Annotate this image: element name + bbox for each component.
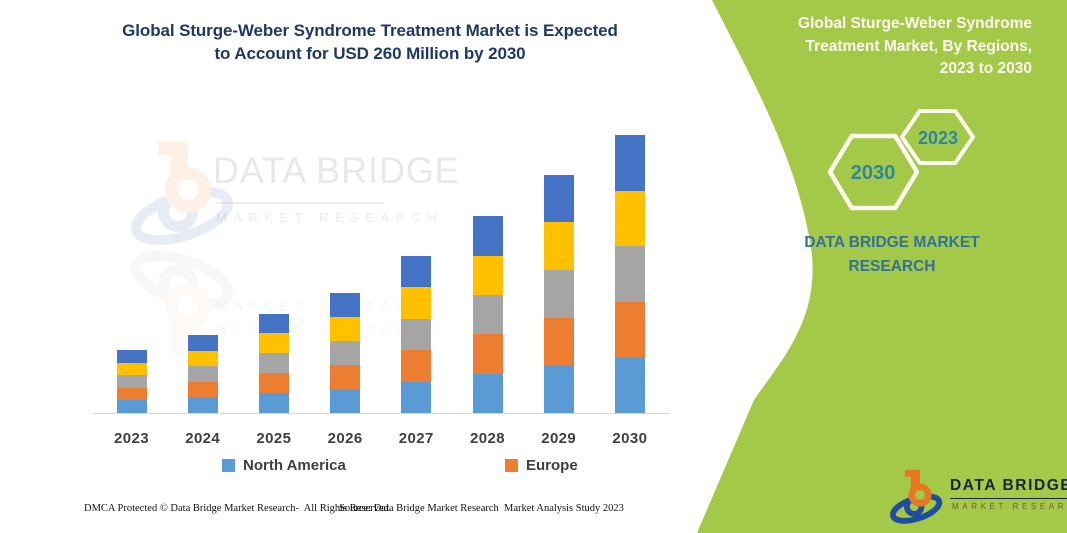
- segment-unlabeled-region-gray: [543, 269, 574, 318]
- panel-brand-text: DATA BRIDGE MARKET RESEARCH: [792, 231, 992, 279]
- segment-unlabeled-region-gray: [401, 318, 432, 351]
- stacked-bar-2030: [614, 135, 645, 413]
- segment-unlabeled-region-dark-blue: [614, 135, 645, 191]
- stacked-bar-2028: [472, 216, 503, 413]
- legend-item-north-america: North America: [222, 457, 346, 474]
- segment-europe: [543, 317, 574, 366]
- segment-unlabeled-region-yellow: [614, 190, 645, 247]
- segment-unlabeled-region-dark-blue: [330, 293, 361, 318]
- segment-north-america: [258, 393, 289, 413]
- legend-swatch-europe: [505, 459, 518, 472]
- segment-unlabeled-region-yellow: [543, 222, 574, 270]
- x-axis-label-2025: 2025: [256, 430, 292, 447]
- segment-north-america: [614, 357, 645, 413]
- x-axis-label-2029: 2029: [541, 430, 577, 447]
- segment-europe: [258, 373, 289, 394]
- chart-title-line2: to Account for USD 260 Million by 2030: [214, 44, 526, 63]
- hexagon-2023: [900, 109, 975, 165]
- segment-unlabeled-region-gray: [258, 353, 289, 374]
- x-axis-label-2026: 2026: [327, 430, 363, 447]
- segment-unlabeled-region-yellow: [401, 287, 432, 319]
- copyright-text: DMCA Protected © Data Bridge Market Rese…: [84, 503, 392, 514]
- panel-brand-line2: RESEARCH: [848, 258, 936, 275]
- hexagon-2030: [827, 133, 920, 211]
- x-axis-label-2030: 2030: [612, 430, 648, 447]
- panel-brand-line1: DATA BRIDGE MARKET: [804, 234, 980, 251]
- legend-label-north-america: North America: [243, 457, 346, 474]
- hexagon-2030-label: 2030: [850, 162, 896, 184]
- stacked-bar-2027: [401, 255, 432, 413]
- legend-item-europe: Europe: [505, 457, 578, 474]
- segment-unlabeled-region-gray: [330, 341, 361, 366]
- source-text: Source: Data Bridge Market Research Mark…: [339, 503, 624, 514]
- segment-unlabeled-region-dark-blue: [401, 255, 432, 288]
- data-bridge-logo: DATA BRIDGE MARKET RESEARCH: [890, 466, 1067, 528]
- data-bridge-logo-icon: [890, 469, 943, 524]
- stacked-bar-2026: [330, 293, 361, 413]
- panel-title-line3: 2023 to 2030: [939, 60, 1032, 77]
- logo-sub-text: MARKET RESEARCH: [952, 502, 1067, 511]
- x-axis-label-2024: 2024: [185, 430, 221, 447]
- segment-europe: [401, 350, 432, 382]
- segment-north-america: [543, 365, 574, 413]
- segment-unlabeled-region-gray: [472, 294, 503, 335]
- segment-europe: [330, 365, 361, 389]
- segment-unlabeled-region-gray: [187, 366, 218, 382]
- segment-unlabeled-region-yellow: [187, 350, 218, 367]
- segment-unlabeled-region-dark-blue: [258, 313, 289, 334]
- hexagon-2023-label: 2023: [917, 128, 959, 148]
- x-axis-label-2023: 2023: [114, 430, 149, 447]
- logo-brand-text: DATA BRIDGE: [950, 477, 1067, 499]
- x-axis-label-2028: 2028: [470, 430, 505, 447]
- panel-title-line2: Treatment Market, By Regions,: [805, 37, 1032, 55]
- stacked-bar-2025: [258, 313, 289, 413]
- panel-title-line1: Global Sturge-Weber Syndrome: [798, 15, 1032, 32]
- chart-title-line1: Global Sturge-Weber Syndrome Treatment M…: [122, 21, 618, 40]
- segment-unlabeled-region-gray: [116, 375, 147, 388]
- hexagon-badges: [827, 109, 975, 211]
- segment-north-america: [116, 400, 147, 413]
- segment-unlabeled-region-dark-blue: [543, 174, 574, 223]
- segment-north-america: [330, 388, 361, 413]
- legend-label-europe: Europe: [526, 457, 578, 474]
- segment-unlabeled-region-yellow: [330, 317, 361, 342]
- segment-unlabeled-region-yellow: [472, 255, 503, 295]
- segment-europe: [472, 334, 503, 374]
- stacked-bar-2024: [187, 334, 218, 413]
- segment-unlabeled-region-dark-blue: [472, 216, 503, 256]
- segment-unlabeled-region-dark-blue: [187, 334, 218, 351]
- segment-europe: [614, 301, 645, 358]
- segment-europe: [187, 381, 218, 398]
- x-axis-line: [93, 413, 670, 414]
- segment-north-america: [187, 397, 218, 413]
- stacked-bar-2023: [116, 349, 147, 413]
- segment-north-america: [401, 381, 432, 413]
- segment-unlabeled-region-gray: [614, 246, 645, 302]
- segment-europe: [116, 387, 147, 401]
- segment-unlabeled-region-yellow: [258, 333, 289, 354]
- stacked-bar-2029: [543, 174, 574, 413]
- segment-unlabeled-region-dark-blue: [116, 349, 147, 363]
- segment-unlabeled-region-yellow: [116, 362, 147, 376]
- segment-north-america: [472, 373, 503, 413]
- legend-swatch-north-america: [222, 459, 235, 472]
- panel-title: Global Sturge-Weber Syndrome Treatment M…: [732, 13, 1032, 81]
- chart-title: Global Sturge-Weber Syndrome Treatment M…: [60, 19, 680, 65]
- x-axis-label-2027: 2027: [398, 430, 434, 447]
